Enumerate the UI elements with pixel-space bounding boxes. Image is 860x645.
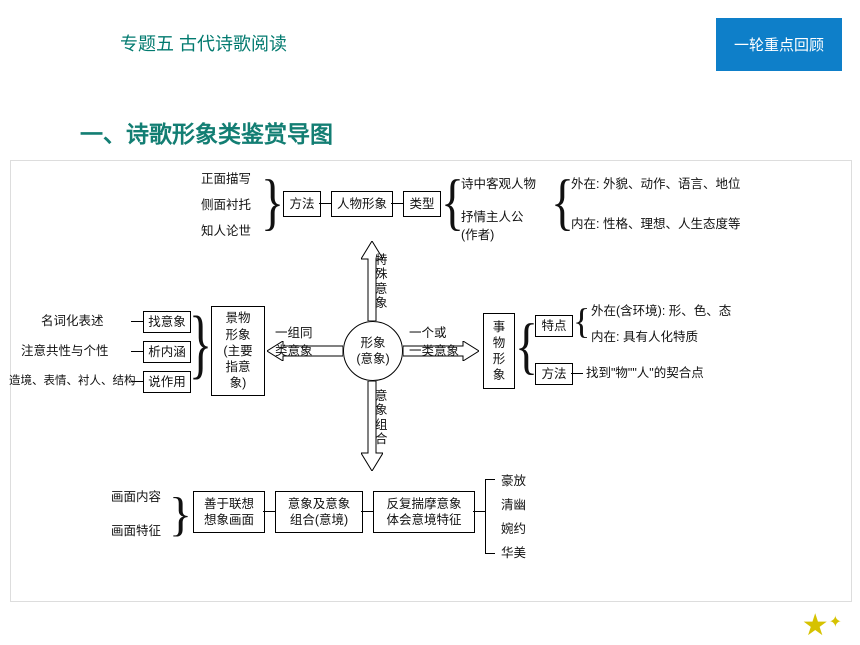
section-title: 一、诗歌形象类鉴赏导图 xyxy=(80,115,333,149)
header-title: 专题五 古代诗歌阅读 xyxy=(120,30,287,56)
down-label: 意 象 组 合 xyxy=(375,389,388,447)
connector xyxy=(131,321,143,322)
combine-box: 意象及意象 组合(意境) xyxy=(275,491,363,533)
bottom-left-a: 画面内容 xyxy=(111,489,161,507)
style-c: 婉约 xyxy=(501,521,526,539)
person-box: 人物形象 xyxy=(331,191,393,217)
brace-icon: { xyxy=(189,307,212,384)
left-arr-label: 一组同 类意象 xyxy=(275,325,313,360)
explain-box: 说作用 xyxy=(143,371,191,393)
method-box: 方法 xyxy=(283,191,321,217)
top-left-a: 正面描写 xyxy=(201,171,251,189)
connector xyxy=(319,203,331,204)
left-item-c: 造境、表情、衬人、结构 xyxy=(9,373,136,389)
connector xyxy=(391,203,403,204)
connector xyxy=(571,373,583,374)
find-box: 找意象 xyxy=(143,311,191,333)
right-item-c: 找到"物""人"的契合点 xyxy=(586,365,704,383)
right-item-a: 外在(含环境): 形、色、态 xyxy=(591,303,731,321)
bottom-left-b: 画面特征 xyxy=(111,523,161,541)
object-box: 事 物 形 象 xyxy=(483,313,515,389)
star-icon: ★✦ xyxy=(802,608,842,643)
brace-icon: { xyxy=(261,172,284,234)
top-right-b: 抒情主人公 (作者) xyxy=(461,209,524,244)
left-item-b: 注意共性与个性 xyxy=(21,343,109,361)
brace-icon: { xyxy=(169,491,192,539)
connector xyxy=(131,351,143,352)
brace-icon: { xyxy=(573,303,590,339)
ponder-box: 反复揣摩意象 体会意境特征 xyxy=(373,491,475,533)
style-a: 豪放 xyxy=(501,473,526,491)
review-badge: 一轮重点回顾 xyxy=(716,18,842,71)
analyze-box: 析内涵 xyxy=(143,341,191,363)
bracket xyxy=(485,553,495,554)
bracket xyxy=(485,479,486,553)
top-left-c: 知人论世 xyxy=(201,223,251,241)
up-label: 特 殊 意 象 xyxy=(375,253,388,311)
center-circle: 形象 (意象) xyxy=(343,321,403,381)
top-right-a: 诗中客观人物 xyxy=(461,176,536,194)
top-left-b: 侧面衬托 xyxy=(201,197,251,215)
top-right-c: 外在: 外貌、动作、语言、地位 xyxy=(571,176,740,194)
connector xyxy=(263,511,275,512)
connector xyxy=(473,511,485,512)
scenery-box: 景物 形象 (主要 指意 象) xyxy=(211,306,265,396)
right-arr-label: 一个或 一类意象 xyxy=(409,325,459,360)
type-box: 类型 xyxy=(403,191,441,217)
concept-diagram: 正面描写 侧面衬托 知人论世 { 方法 人物形象 类型 { 诗中客观人物 抒情主… xyxy=(10,160,852,602)
right-item-b: 内在: 具有人化特质 xyxy=(591,329,698,347)
imagine-box: 善于联想 想象画面 xyxy=(193,491,265,533)
style-d: 华美 xyxy=(501,545,526,563)
top-right-d: 内在: 性格、理想、人生态度等 xyxy=(571,216,740,234)
left-item-a: 名词化表述 xyxy=(41,313,104,331)
connector xyxy=(361,511,373,512)
bracket xyxy=(485,479,495,480)
style-b: 清幽 xyxy=(501,497,526,515)
method2-box: 方法 xyxy=(535,363,573,385)
feature-box: 特点 xyxy=(535,315,573,337)
